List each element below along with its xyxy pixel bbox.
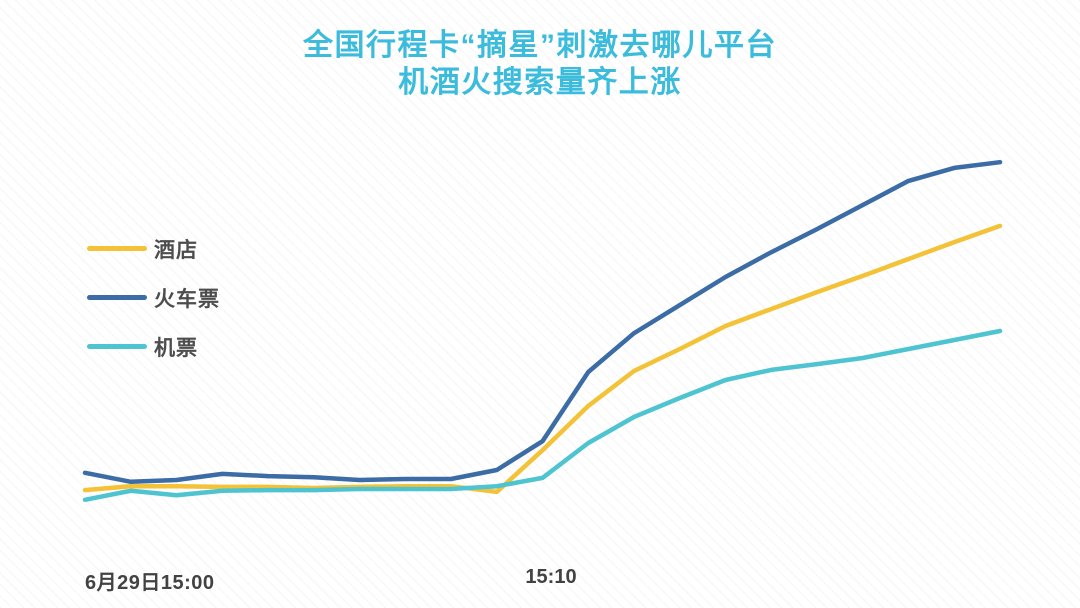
legend-swatch-flight-ticket (87, 344, 147, 349)
line-hotel (82, 223, 1003, 495)
x-axis: 6月29日15:00 15:10 (0, 566, 1080, 594)
chart-legend: 酒店 火车票 机票 (87, 224, 220, 371)
chart-title-line-2: 机酒火搜索量齐上涨 (398, 66, 682, 99)
legend-label-train-ticket: 火车票 (154, 287, 220, 311)
legend-swatch-train-ticket (87, 295, 147, 300)
chart-title-line-1: 全国行程卡“摘星”刺激去哪儿平台 (303, 29, 777, 62)
legend-label-hotel: 酒店 (154, 238, 198, 262)
x-axis-label-start: 6月29日15:00 (85, 572, 215, 594)
legend-swatch-hotel (87, 246, 147, 251)
chart-title: 全国行程卡“摘星”刺激去哪儿平台 机酒火搜索量齐上涨 (0, 27, 1080, 101)
legend-item-hotel: 酒店 (87, 224, 220, 273)
line-train-ticket (82, 159, 1003, 485)
legend-label-flight-ticket: 机票 (154, 336, 198, 360)
x-axis-label-mid: 15:10 (525, 566, 577, 588)
legend-item-flight-ticket: 机票 (87, 322, 220, 371)
line-flight-ticket (82, 328, 1003, 503)
legend-item-train-ticket: 火车票 (87, 273, 220, 322)
